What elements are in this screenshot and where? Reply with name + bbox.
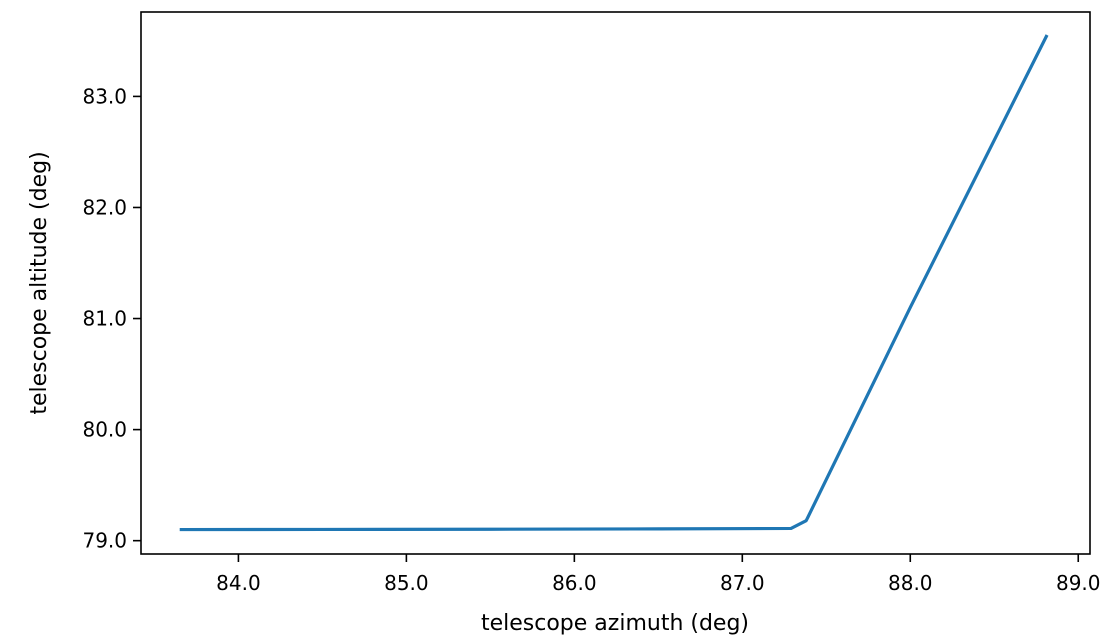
series-layer — [179, 34, 1049, 532]
x-tick-label: 87.0 — [720, 571, 765, 595]
x-tick-label: 89.0 — [1056, 571, 1101, 595]
x-tick-label: 84.0 — [216, 571, 261, 595]
x-tick-label: 86.0 — [552, 571, 597, 595]
y-axis: 79.0 80.0 81.0 82.0 83.0 — [82, 84, 141, 553]
y-tick-label: 79.0 — [82, 529, 127, 553]
x-axis: 84.0 85.0 86.0 87.0 88.0 89.0 — [216, 554, 1101, 595]
y-tick-label: 81.0 — [82, 307, 127, 331]
x-tick-label: 85.0 — [384, 571, 429, 595]
y-tick-label: 83.0 — [82, 84, 127, 108]
x-axis-label: telescope azimuth (deg) — [481, 611, 749, 636]
x-tick-label: 88.0 — [888, 571, 933, 595]
plot-frame — [140, 11, 1091, 555]
y-tick-label: 80.0 — [82, 418, 127, 442]
y-tick-label: 82.0 — [82, 195, 127, 219]
series-line — [179, 34, 1049, 532]
y-axis-label: telescope altitude (deg) — [27, 151, 52, 414]
